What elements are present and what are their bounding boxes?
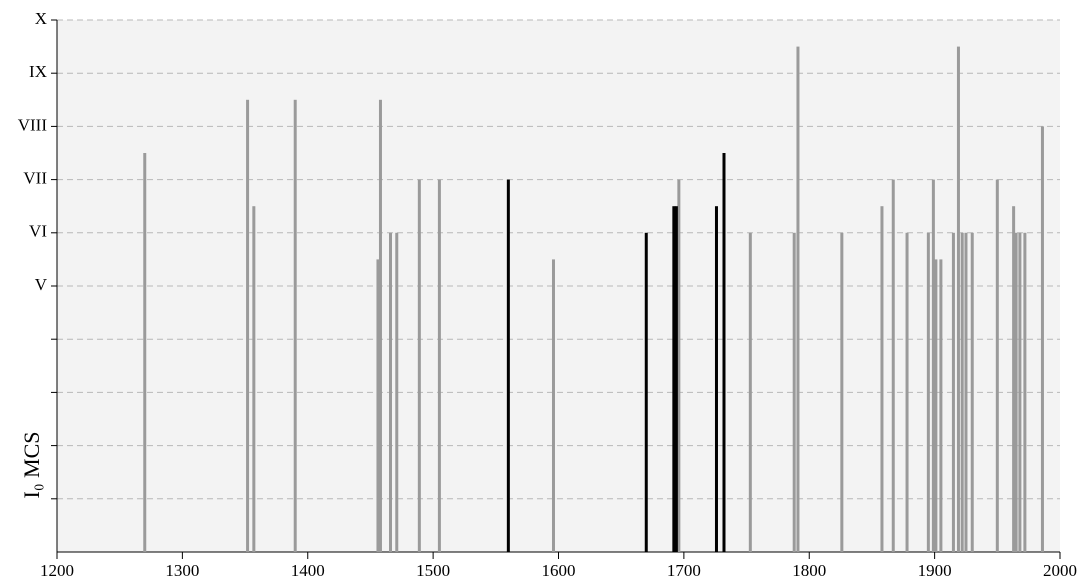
bar (905, 232, 909, 553)
x-tick-label: 1400 (291, 561, 325, 580)
bar (1014, 232, 1018, 553)
bar (722, 153, 726, 552)
bar (960, 232, 964, 553)
bar (395, 232, 399, 553)
bar (644, 232, 648, 553)
x-tick-label: 1500 (416, 561, 450, 580)
x-tick-label: 1900 (918, 561, 952, 580)
x-tick-label: 1600 (542, 561, 576, 580)
bar (964, 232, 968, 553)
y-tick-label: IX (29, 62, 47, 81)
bar (951, 232, 955, 553)
bar (939, 259, 943, 552)
bar (931, 179, 935, 552)
bar (246, 99, 250, 553)
bar (956, 46, 960, 552)
bar (934, 259, 938, 552)
bar (437, 179, 441, 552)
bar (1012, 206, 1016, 552)
y-tick-label: VIII (18, 115, 48, 134)
bar (880, 206, 884, 552)
bar (1040, 126, 1044, 553)
bar (506, 179, 510, 552)
y-tick-label: VII (23, 169, 47, 188)
bar (995, 179, 999, 552)
bar (376, 259, 380, 552)
x-tick-label: 1700 (667, 561, 701, 580)
bar (252, 206, 256, 552)
bar (672, 206, 676, 552)
y-tick-label: V (35, 275, 48, 294)
x-tick-label: 2000 (1043, 561, 1077, 580)
y-tick-label: VI (29, 222, 47, 241)
bar (926, 232, 930, 553)
x-tick-label: 1800 (792, 561, 826, 580)
y-tick-label: X (35, 9, 47, 28)
bar (840, 232, 844, 553)
bar (1018, 232, 1022, 553)
bar (417, 179, 421, 552)
bar (143, 153, 147, 552)
x-tick-label: 1300 (165, 561, 199, 580)
bar (378, 99, 382, 553)
bar (748, 232, 752, 553)
bar (792, 232, 796, 553)
bar (674, 206, 678, 552)
y-axis-label: I₀ MCS (19, 432, 44, 499)
bar (714, 206, 718, 552)
bar (293, 99, 297, 553)
bar (677, 179, 681, 552)
bar (388, 232, 392, 553)
bar (551, 259, 555, 552)
bar (970, 232, 974, 553)
bar (1023, 232, 1027, 553)
bar (796, 46, 800, 552)
bar (891, 179, 895, 552)
x-tick-label: 1200 (40, 561, 74, 580)
